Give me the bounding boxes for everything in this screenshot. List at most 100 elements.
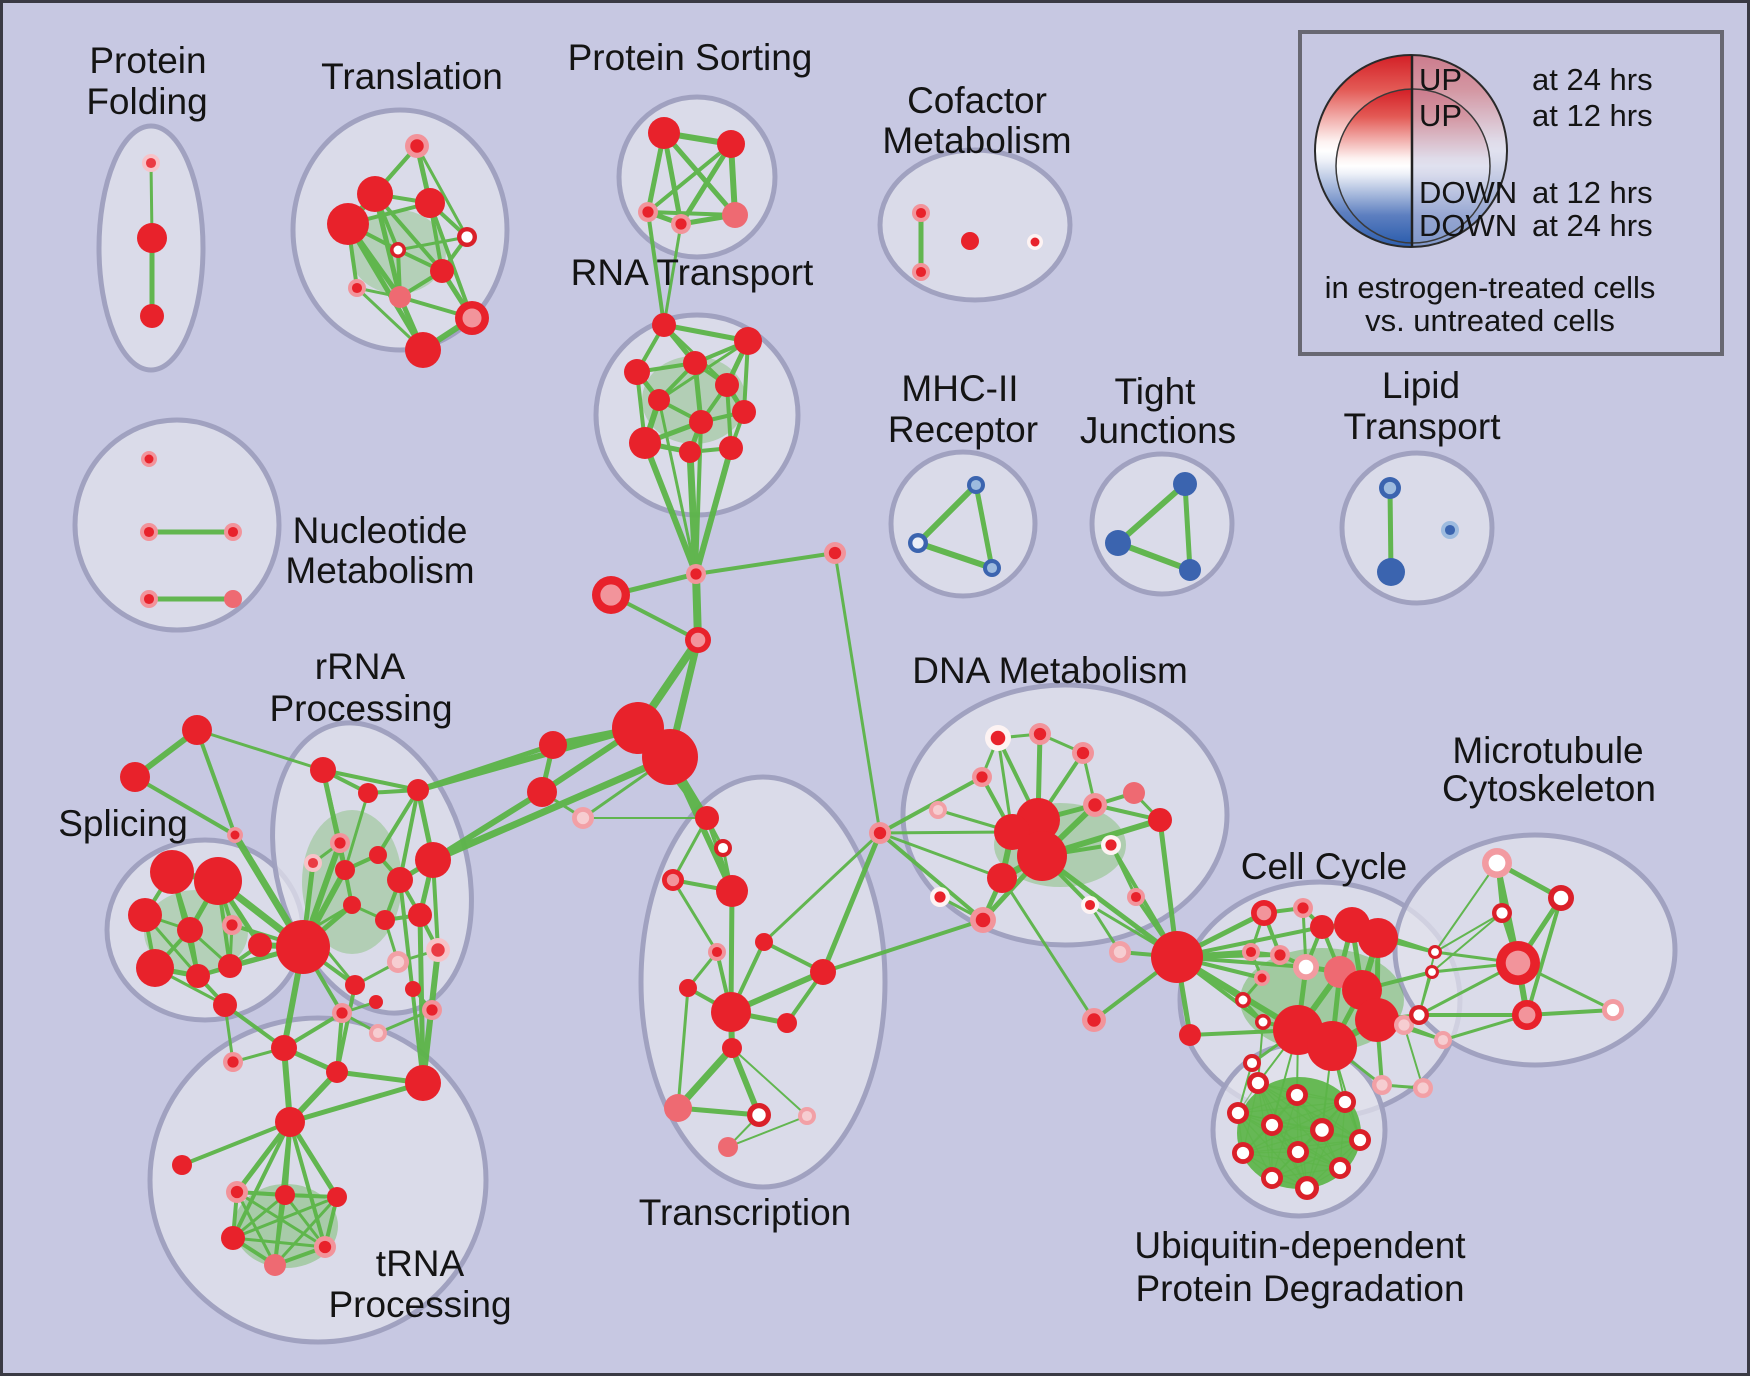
node-pf-2 <box>140 304 164 328</box>
node-trna-4 <box>223 1052 243 1072</box>
node-trna-10 <box>275 1107 305 1137</box>
node-inner-disc <box>1236 1146 1250 1160</box>
node-txn-0 <box>695 806 719 830</box>
node-txn-14 <box>718 1137 738 1157</box>
node-dna-12 <box>1101 835 1121 855</box>
edge <box>231 1195 339 1240</box>
node-ubq-5 <box>1310 1118 1334 1142</box>
edge <box>661 322 751 344</box>
node-inner-disc <box>752 1108 766 1122</box>
node-rna-4 <box>715 373 739 397</box>
cluster-label-dna-0: DNA Metabolism <box>912 650 1188 691</box>
node-dna-19 <box>1082 1008 1106 1032</box>
edge <box>973 482 995 571</box>
node-outer-ring <box>1358 918 1398 958</box>
node-txn-6 <box>679 979 697 997</box>
node-outer-ring <box>711 992 751 1032</box>
node-outer-ring <box>408 903 432 927</box>
edge <box>287 1080 426 1125</box>
link-edge <box>662 222 683 327</box>
node-cc-19 <box>1372 1075 1392 1095</box>
node-trna-6 <box>422 1000 442 1020</box>
node-ctr-6 <box>539 731 567 759</box>
node-rna-5 <box>648 389 670 411</box>
node-dna-15 <box>970 907 996 933</box>
node-inner-disc <box>1431 948 1439 956</box>
node-cof-2 <box>961 232 979 250</box>
node-inner-disc <box>976 771 988 783</box>
node-rna-8 <box>629 427 661 459</box>
legend: UP at 24 hrs UP at 12 hrs DOWN at 12 hrs DOWN a… <box>1298 30 1724 356</box>
edge <box>1525 896 1563 1017</box>
node-outer-ring <box>629 427 661 459</box>
node-outer-ring <box>327 1187 347 1207</box>
edge <box>878 831 985 922</box>
cluster-label-lip-1: Transport <box>1344 406 1502 447</box>
node-outer-ring <box>810 959 836 985</box>
cluster-label-rna-0: RNA Transport <box>571 252 814 293</box>
node-outer-ring <box>357 176 393 212</box>
legend-note-0: in estrogen-treated cells <box>1325 270 1656 305</box>
node-dna-2 <box>1072 742 1094 764</box>
cluster-spl-nodes <box>120 715 330 988</box>
node-ubq-6 <box>1349 1129 1371 1151</box>
node-rna-10 <box>719 436 743 460</box>
node-inner-disc <box>600 584 622 606</box>
node-ps-4 <box>722 202 748 228</box>
link-edge <box>335 983 357 1074</box>
node-inner-disc <box>1413 1009 1425 1021</box>
node-cc-4 <box>1358 918 1398 958</box>
node-outer-ring <box>405 332 441 368</box>
node-inner-disc <box>1353 1133 1367 1147</box>
edge <box>343 791 370 872</box>
node-outer-ring <box>755 933 773 951</box>
node-cc-2 <box>1310 915 1334 939</box>
node-outer-ring <box>271 1035 297 1061</box>
node-inner-disc <box>1113 945 1127 959</box>
legend-time-0: at 24 hrs <box>1532 62 1653 97</box>
legend-direction-3: DOWN <box>1419 208 1517 243</box>
node-ubq-7 <box>1232 1142 1254 1164</box>
node-outer-ring <box>1179 559 1201 581</box>
node-txn-10 <box>722 1038 742 1058</box>
edge <box>273 1195 339 1267</box>
link-edge <box>657 398 698 576</box>
node-inner-disc <box>801 1110 813 1122</box>
legend-note-1: vs. untreated cells <box>1365 303 1615 338</box>
node-inner-disc <box>1376 1079 1388 1091</box>
node-rrna-14 <box>387 951 409 973</box>
node-inner-disc <box>1300 1181 1314 1195</box>
node-inner-disc <box>915 207 927 219</box>
cluster-mhc-nodes <box>908 476 1001 577</box>
cluster-mt-nodes <box>1409 848 1624 1049</box>
edge <box>878 830 1014 835</box>
cluster-mhc-edges <box>915 482 995 571</box>
node-dna-11 <box>1148 808 1172 832</box>
node-inner-disc <box>1033 727 1047 741</box>
node-rna-6 <box>689 410 713 434</box>
node-outer-ring <box>717 130 745 158</box>
node-outer-ring <box>343 896 361 914</box>
node-dna-0 <box>985 725 1011 751</box>
node-outer-ring <box>415 842 451 878</box>
node-txn-8 <box>711 992 751 1032</box>
node-dna-17 <box>869 822 891 844</box>
cluster-rrna-nodes <box>301 757 451 995</box>
node-inner-disc <box>915 266 927 278</box>
node-dna-13 <box>1127 888 1145 906</box>
node-rna-1 <box>734 327 762 355</box>
cluster-label-mhc-0: MHC-II <box>901 368 1018 409</box>
cluster-label-pf-0: Protein <box>89 40 206 81</box>
node-outer-ring <box>664 1094 692 1122</box>
node-nuc-0 <box>141 451 157 467</box>
node-spl-8 <box>136 949 174 987</box>
link-edge <box>833 551 882 835</box>
node-tra-3 <box>415 188 445 218</box>
node-outer-ring <box>150 850 194 894</box>
node-outer-ring <box>689 410 713 434</box>
node-inner-disc <box>1258 1017 1268 1027</box>
node-inner-disc <box>336 1007 348 1019</box>
node-inner-disc <box>144 454 154 464</box>
node-dna-16 <box>930 887 950 907</box>
node-inner-disc <box>226 919 238 931</box>
